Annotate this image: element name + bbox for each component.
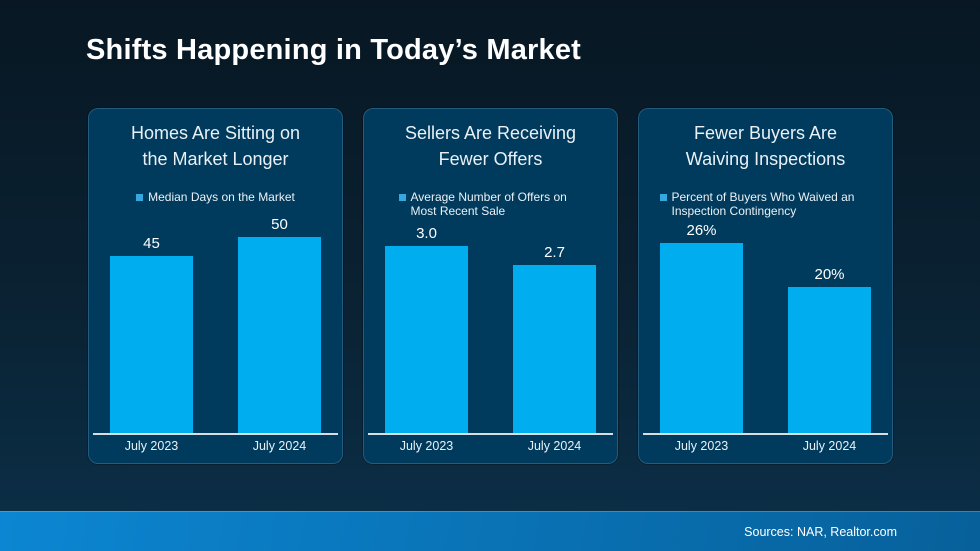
chart-panels-row: Homes Are Sitting on the Market Longer M… [88, 108, 893, 464]
footer-bar: Sources: NAR, Realtor.com [0, 511, 980, 551]
chart-legend: Average Number of Offers on Most Recent … [398, 190, 583, 218]
chart-legend: Percent of Buyers Who Waived an Inspecti… [659, 190, 872, 218]
bar [238, 237, 321, 433]
bar [788, 287, 871, 433]
x-axis-line [643, 433, 888, 435]
bar-value-label: 45 [143, 235, 160, 252]
category-label: July 2023 [399, 439, 454, 453]
panel-title: Fewer Buyers Are Waiving Inspections [685, 123, 846, 169]
bar-chart-plot: 45 50 [89, 216, 342, 433]
x-axis-line [93, 433, 338, 435]
bar-chart-plot: 3.0 2.7 [364, 221, 617, 433]
category-label: July 2024 [802, 439, 857, 453]
legend-marker-icon [398, 194, 406, 201]
bar-value-label: 20% [814, 266, 845, 283]
bar [385, 246, 468, 433]
bar-column: 3.0 [385, 225, 468, 433]
category-label: July 2023 [124, 439, 179, 453]
category-label: July 2024 [527, 439, 582, 453]
legend-label: Percent of Buyers Who Waived an Inspecti… [671, 190, 855, 218]
x-axis-labels: July 2023 July 2024 [639, 435, 892, 457]
bar-value-label: 3.0 [416, 225, 437, 242]
panel-days-on-market: Homes Are Sitting on the Market Longer M… [88, 108, 343, 464]
bar-column: 26% [660, 222, 743, 433]
bar-column: 50 [238, 216, 321, 433]
bar-column: 20% [788, 266, 871, 433]
legend-marker-icon [136, 194, 144, 201]
panel-title: Sellers Are Receiving Fewer Offers [404, 123, 577, 169]
legend-marker-icon [659, 194, 667, 201]
category-label: July 2023 [674, 439, 729, 453]
x-axis-labels: July 2023 July 2024 [89, 435, 342, 457]
bar-value-label: 26% [686, 222, 717, 239]
chart-legend: Median Days on the Market [136, 190, 295, 204]
bar-chart-plot: 26% 20% [639, 221, 892, 433]
legend-label: Median Days on the Market [148, 190, 295, 204]
bar [513, 265, 596, 433]
bar-column: 2.7 [513, 244, 596, 433]
x-axis-line [368, 433, 613, 435]
bar-value-label: 50 [271, 216, 288, 233]
footer-sources-label: Sources: NAR, Realtor.com [744, 524, 897, 539]
bar-column: 45 [110, 235, 193, 433]
panel-offers: Sellers Are Receiving Fewer Offers Avera… [363, 108, 618, 464]
page-title: Shifts Happening in Today’s Market [86, 34, 582, 66]
x-axis-labels: July 2023 July 2024 [364, 435, 617, 457]
bar-value-label: 2.7 [544, 244, 565, 261]
bar [110, 256, 193, 433]
bar [660, 243, 743, 433]
panel-inspections: Fewer Buyers Are Waiving Inspections Per… [638, 108, 893, 464]
category-label: July 2024 [252, 439, 307, 453]
panel-title: Homes Are Sitting on the Market Longer [130, 123, 301, 169]
legend-label: Average Number of Offers on Most Recent … [410, 190, 567, 218]
